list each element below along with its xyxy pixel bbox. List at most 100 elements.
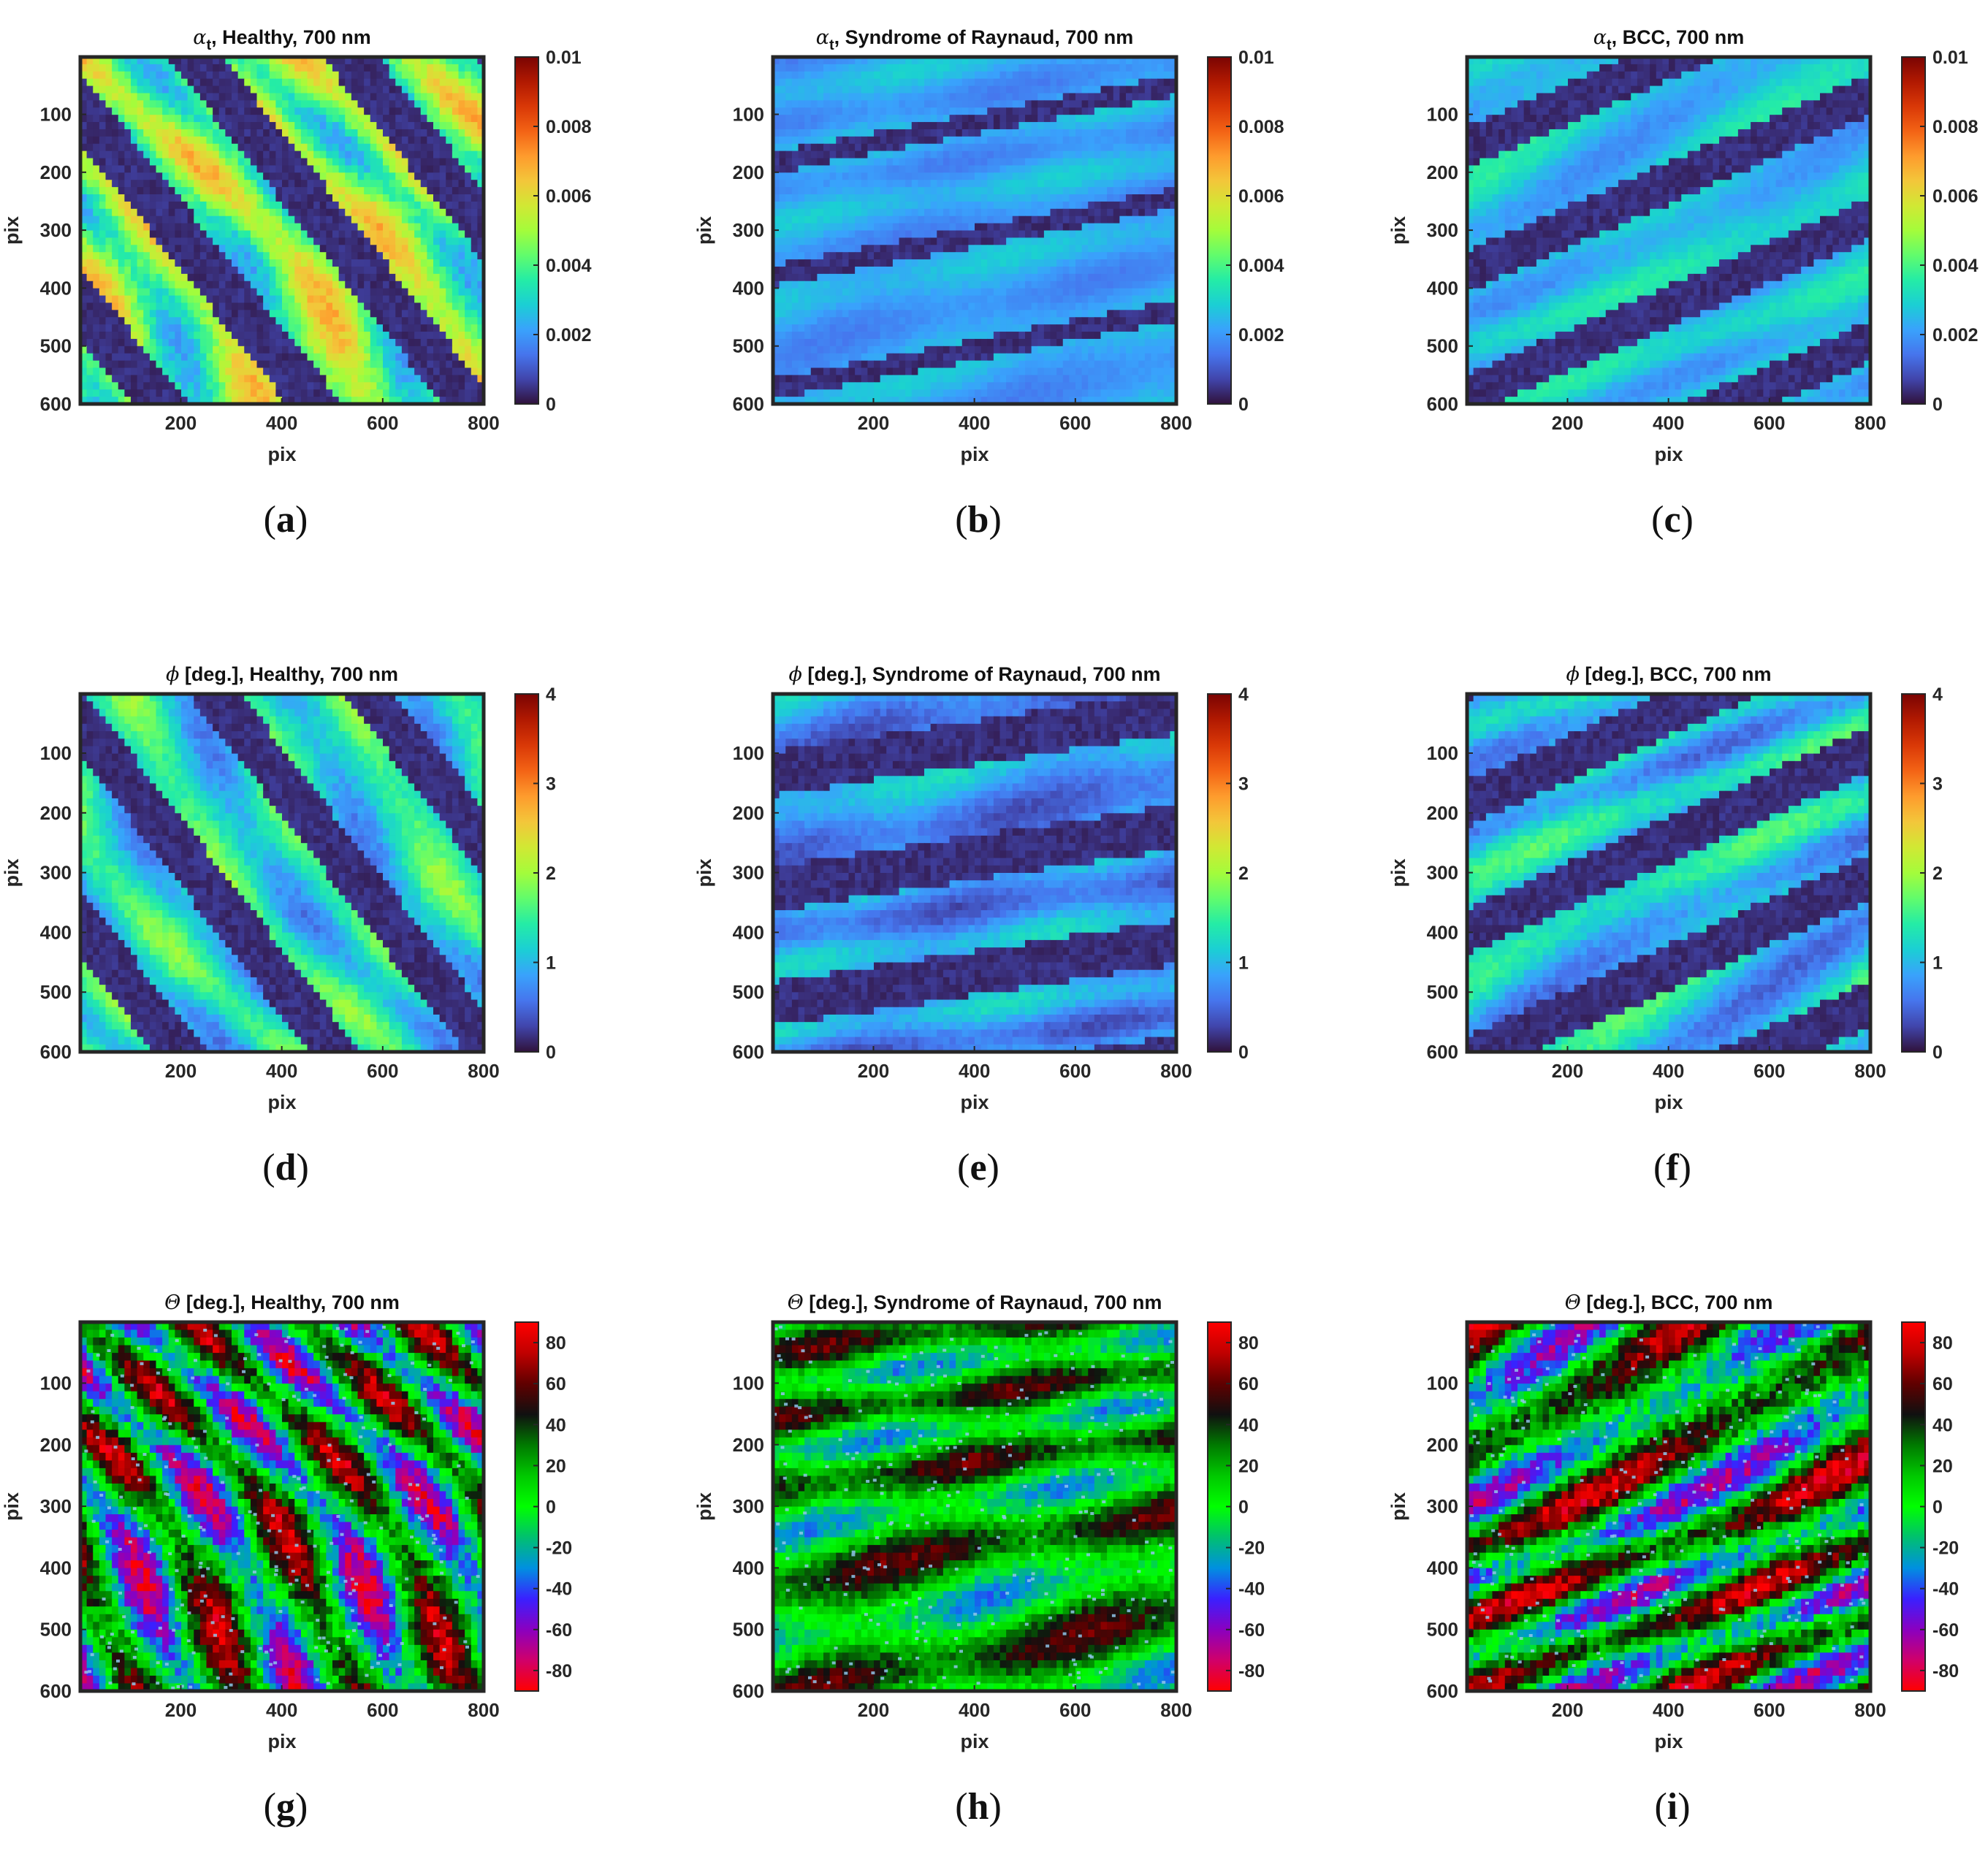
heatmap-cell	[452, 64, 459, 72]
heatmap-cell	[282, 339, 289, 347]
heatmap-cell	[93, 194, 99, 202]
heatmap-cell	[389, 361, 396, 369]
heatmap-cell	[1018, 72, 1025, 80]
heatmap-cell	[950, 122, 956, 130]
heatmap-cell	[446, 296, 452, 304]
heatmap-cell	[313, 115, 320, 123]
heatmap-cell	[804, 144, 811, 152]
heatmap-cell	[213, 296, 219, 304]
heatmap-cell	[459, 137, 465, 145]
heatmap-cell	[332, 389, 339, 397]
heatmap-cell	[188, 281, 194, 289]
heatmap-cell	[257, 187, 264, 195]
heatmap-cell	[225, 194, 232, 202]
heatmap-cell	[162, 296, 169, 304]
heatmap-cell	[975, 151, 981, 159]
heatmap-cell	[874, 172, 880, 180]
heatmap-cell	[867, 115, 874, 123]
heatmap-cell	[289, 129, 295, 137]
heatmap-cell	[162, 289, 169, 297]
heatmap-cell	[308, 64, 314, 72]
heatmap-cell	[402, 267, 408, 275]
heatmap-cell	[99, 93, 106, 101]
heatmap-cell	[289, 231, 295, 239]
heatmap-cell	[263, 339, 270, 347]
heatmap-cell	[219, 259, 226, 267]
heatmap-cell	[112, 159, 118, 167]
heatmap-cell	[452, 267, 459, 275]
heatmap-cell	[99, 252, 106, 260]
heatmap-cell	[968, 151, 975, 159]
heatmap-cell	[867, 79, 874, 87]
heatmap-cell	[270, 231, 276, 239]
heatmap-cell	[200, 165, 207, 173]
heatmap-cell	[238, 115, 245, 123]
heatmap-cell	[332, 310, 339, 318]
heatmap-cell	[118, 79, 125, 87]
heatmap-cell	[289, 115, 295, 123]
heatmap-cell	[1037, 144, 1044, 152]
x-axis-label: pix	[267, 443, 296, 465]
heatmap-cell	[162, 64, 169, 72]
heatmap-cell	[402, 64, 408, 72]
heatmap-cell	[275, 245, 282, 253]
heatmap-cell	[257, 346, 264, 354]
heatmap-cell	[1075, 64, 1082, 72]
heatmap-cell	[169, 172, 175, 180]
heatmap-cell	[118, 64, 125, 72]
heatmap-cell	[402, 72, 408, 80]
heatmap-cell	[421, 86, 427, 94]
heatmap-cell	[219, 187, 226, 195]
heatmap-cell	[905, 64, 912, 72]
heatmap-cell	[232, 302, 238, 310]
heatmap-cell	[118, 339, 125, 347]
heatmap-cell	[912, 144, 918, 152]
heatmap-cell	[899, 172, 906, 180]
heatmap-cell	[194, 144, 200, 152]
heatmap-cell	[207, 159, 213, 167]
heatmap-cell	[975, 144, 981, 152]
heatmap-cell	[370, 224, 377, 232]
heatmap-cell	[194, 209, 200, 217]
heatmap-cell	[414, 389, 421, 397]
heatmap-cell	[358, 389, 365, 397]
heatmap-cell	[433, 296, 440, 304]
heatmap-cell	[106, 224, 113, 232]
heatmap-cell	[364, 159, 370, 167]
heatmap-cell	[427, 332, 433, 340]
heatmap-cell	[150, 165, 156, 173]
heatmap-cell	[893, 107, 899, 115]
heatmap-cell	[408, 252, 415, 260]
heatmap-cell	[332, 93, 339, 101]
heatmap-cell	[842, 165, 849, 173]
heatmap-cell	[131, 339, 137, 347]
heatmap-cell	[1113, 107, 1120, 115]
heatmap-cell	[402, 115, 408, 123]
heatmap-cell	[931, 159, 937, 167]
heatmap-cell	[465, 159, 471, 167]
heatmap-cell	[301, 172, 308, 180]
heatmap-cell	[937, 165, 943, 173]
heatmap-cell	[238, 137, 245, 145]
heatmap-cell	[219, 209, 226, 217]
heatmap-cell	[289, 79, 295, 87]
heatmap-cell	[270, 129, 276, 137]
heatmap-cell	[1013, 107, 1019, 115]
heatmap-cell	[358, 79, 365, 87]
heatmap-cell	[459, 165, 465, 173]
heatmap-cell	[308, 296, 314, 304]
heatmap-cell	[332, 324, 339, 332]
heatmap-cell	[931, 72, 937, 80]
heatmap-cell	[1051, 151, 1057, 159]
heatmap-cell	[1063, 165, 1070, 173]
heatmap-cell	[275, 324, 282, 332]
heatmap-cell	[1088, 137, 1094, 145]
heatmap-cell	[962, 107, 969, 115]
heatmap-cell	[345, 79, 351, 87]
heatmap-cell	[471, 324, 478, 332]
heatmap-cell	[842, 93, 849, 101]
heatmap-cell	[1145, 122, 1151, 130]
heatmap-cell	[414, 79, 421, 87]
heatmap-cell	[257, 129, 264, 137]
